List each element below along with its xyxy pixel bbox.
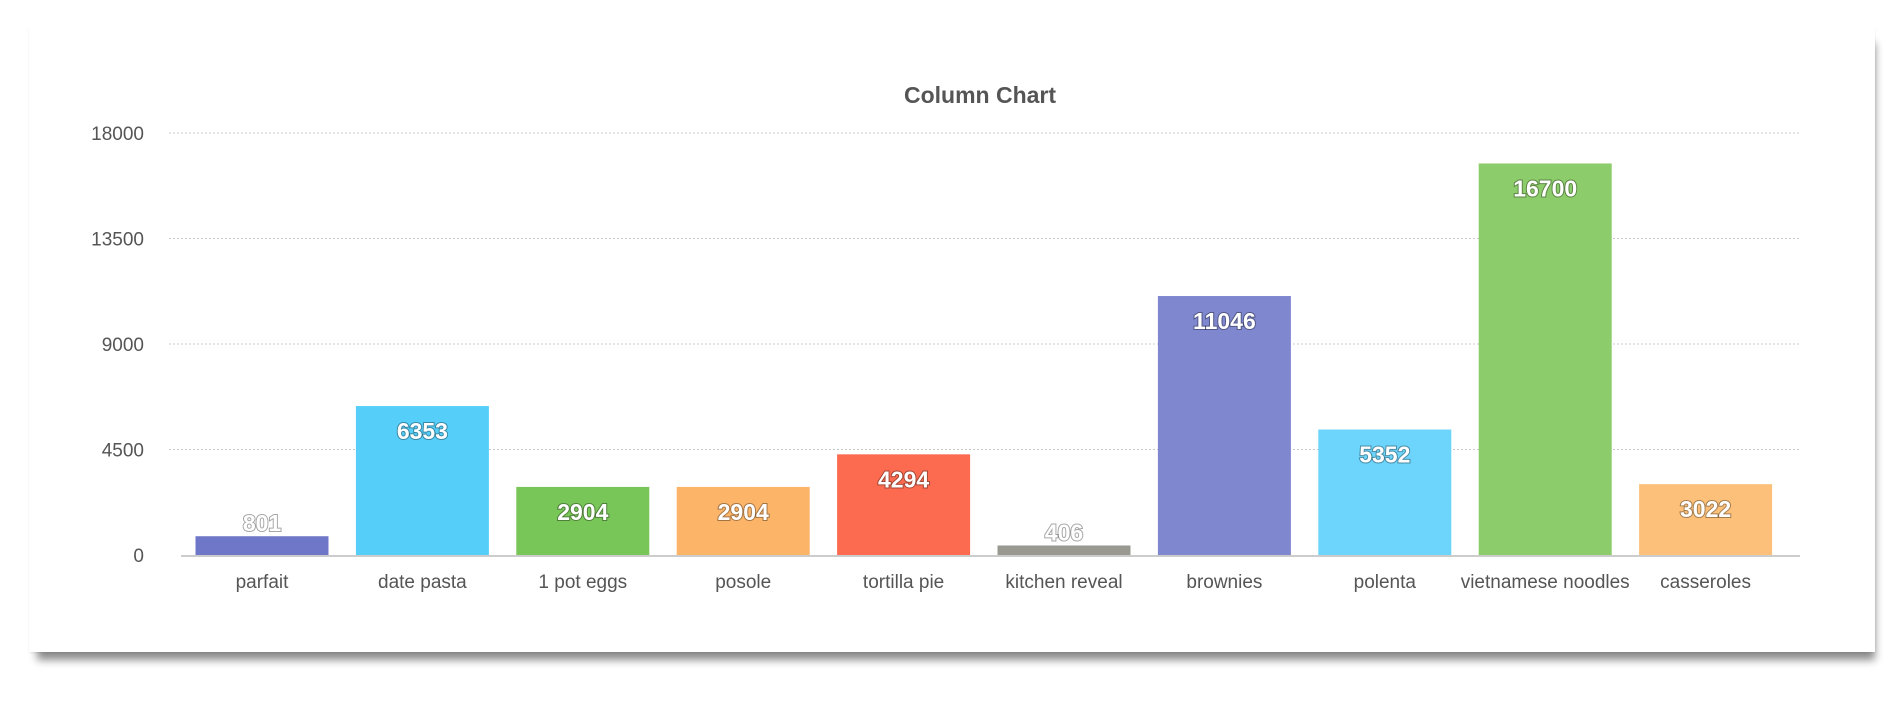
x-tick-label: casseroles xyxy=(1660,572,1751,593)
bar-parfait[interactable] xyxy=(195,536,329,555)
data-label: 801 xyxy=(243,510,282,536)
data-label: 16700 xyxy=(1513,175,1577,201)
data-label: 406 xyxy=(1045,519,1083,545)
x-tick-label: parfait xyxy=(236,572,290,593)
y-tick-label: 0 xyxy=(133,546,144,567)
bar-kitchen-reveal[interactable] xyxy=(997,545,1131,555)
x-tick-label: tortilla pie xyxy=(863,572,944,593)
x-tick-label: brownies xyxy=(1186,572,1262,593)
bar-brownies[interactable] xyxy=(1157,296,1291,555)
bar-polenta[interactable] xyxy=(1318,429,1452,555)
bar-posole[interactable] xyxy=(676,486,810,555)
bar-date-pasta[interactable] xyxy=(355,406,489,555)
x-tick-label: vietnamese noodles xyxy=(1461,572,1630,593)
data-label: 6353 xyxy=(397,418,448,444)
y-tick-label: 9000 xyxy=(102,335,144,356)
x-tick-label: 1 pot eggs xyxy=(538,572,627,593)
data-label: 4294 xyxy=(878,466,929,492)
bar-tortilla-pie[interactable] xyxy=(837,454,971,555)
data-label: 5352 xyxy=(1359,442,1410,468)
x-tick-label: kitchen reveal xyxy=(1005,572,1122,593)
data-label: 11046 xyxy=(1193,308,1256,334)
data-label: 2904 xyxy=(557,499,608,525)
x-tick-label: date pasta xyxy=(378,572,467,593)
data-label: 3022 xyxy=(1680,496,1731,522)
x-tick-label: posole xyxy=(715,572,771,593)
x-tick-label: polenta xyxy=(1354,572,1417,593)
bar-casseroles[interactable] xyxy=(1639,484,1773,555)
y-tick-label: 13500 xyxy=(91,230,144,251)
bar-vietnamese-noodles[interactable] xyxy=(1478,163,1612,555)
data-label: 2904 xyxy=(718,499,769,525)
bar-1-pot-eggs[interactable] xyxy=(516,486,650,555)
y-tick-label: 18000 xyxy=(91,124,144,145)
y-tick-label: 4500 xyxy=(102,441,144,462)
chart-title: Column Chart xyxy=(904,82,1056,108)
